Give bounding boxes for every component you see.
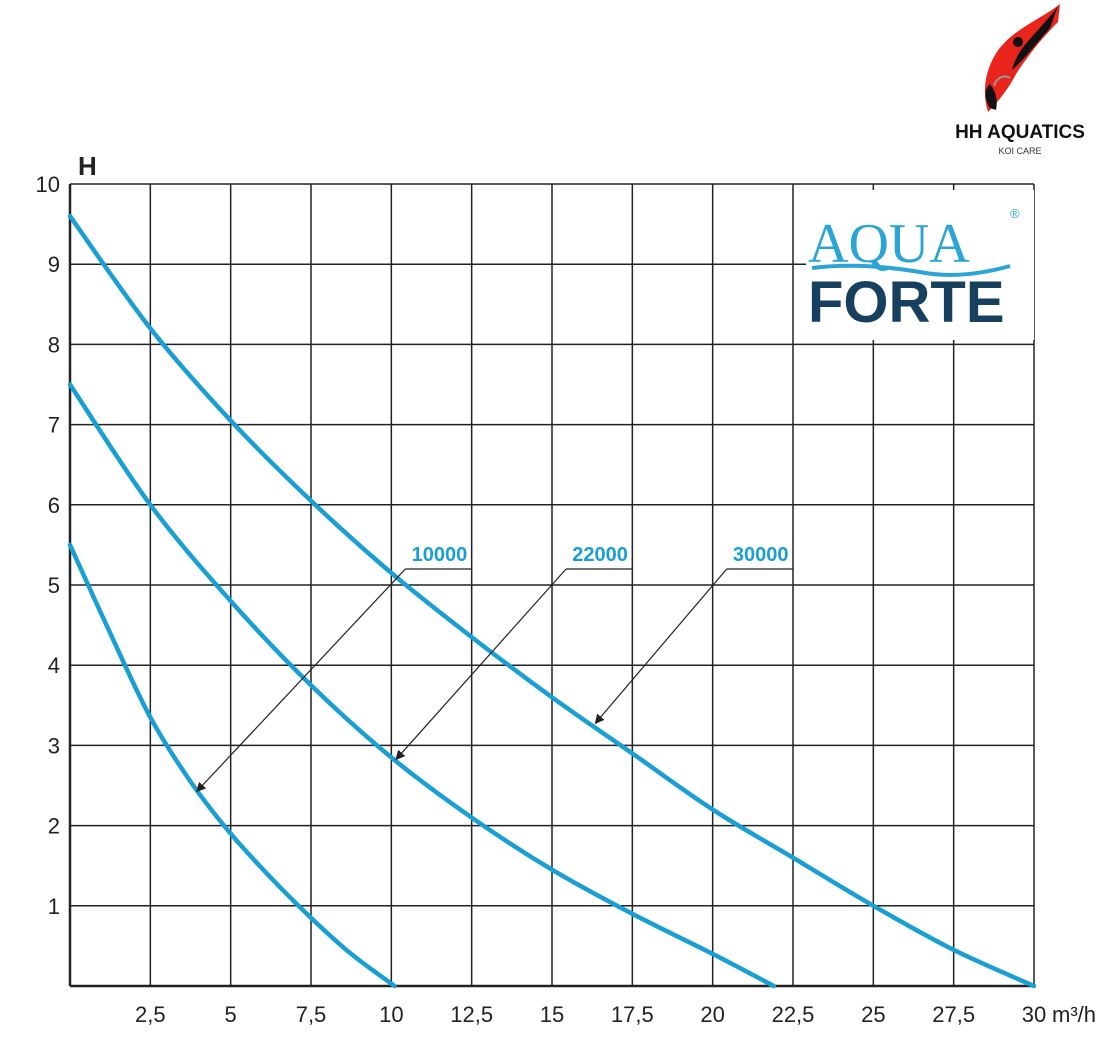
y-tick-label: 7 (48, 413, 60, 438)
curve-22000 (67, 382, 776, 989)
y-tick-label: 6 (48, 493, 60, 518)
aqua-forte-logo: AQUA ® FORTE (806, 190, 1034, 340)
x-tick-label: 30 (1022, 1002, 1046, 1027)
x-tick-label: 15 (540, 1002, 564, 1027)
y-tick-label: 8 (48, 332, 60, 357)
y-tick-label: 3 (48, 733, 60, 758)
y-tick-label: 9 (48, 252, 60, 277)
logo-wave-icon (811, 263, 1011, 277)
x-tick-label: 7,5 (296, 1002, 327, 1027)
y-tick-label: 5 (48, 573, 60, 598)
x-tick-label: 2,5 (135, 1002, 166, 1027)
x-tick-label: 20 (700, 1002, 724, 1027)
curves (67, 213, 1037, 989)
leader-arrow (395, 568, 567, 761)
curve-10000 (67, 542, 397, 989)
leader-arrow (594, 568, 728, 725)
leader-arrow (196, 568, 406, 793)
curve-30000 (67, 213, 1037, 989)
logo-forte: FORTE (808, 270, 1005, 335)
curve-label-10000: 10000 (412, 544, 468, 566)
x-tick-label: 22,5 (772, 1002, 815, 1027)
x-tick-label: 17,5 (611, 1002, 654, 1027)
brand-tagline: KOI CARE (998, 146, 1041, 156)
hh-aquatics-brand: HH AQUATICS KOI CARE (955, 4, 1085, 156)
x-tick-label: 27,5 (932, 1002, 975, 1027)
x-tick-label: 12,5 (450, 1002, 493, 1027)
x-tick-label: 10 (379, 1002, 403, 1027)
brand-name: HH AQUATICS (955, 122, 1085, 143)
koi-fish-icon (984, 4, 1060, 112)
y-tick-label: 2 (48, 814, 60, 839)
curve-leaders: 10000 22000 30000 (196, 544, 793, 793)
x-tick-label: 5 (225, 1002, 237, 1027)
y-axis-label: H (78, 151, 97, 181)
y-tick-label: 10 (36, 172, 60, 197)
x-tick-label: 25 (861, 1002, 885, 1027)
y-tick-label: 1 (48, 894, 60, 919)
axis-ticks: 2,5 5 7,5 10 12,5 15 17,5 20 22,5 25 27,5 30 1 2 3 4 5 6 7… (36, 172, 1047, 1027)
curve-label-22000: 22000 (572, 544, 628, 566)
logo-registered: ® (1010, 206, 1020, 221)
curve-label-30000: 30000 (733, 544, 789, 566)
y-tick-label: 4 (48, 653, 60, 678)
x-axis-label: m³/h (1052, 1002, 1096, 1027)
